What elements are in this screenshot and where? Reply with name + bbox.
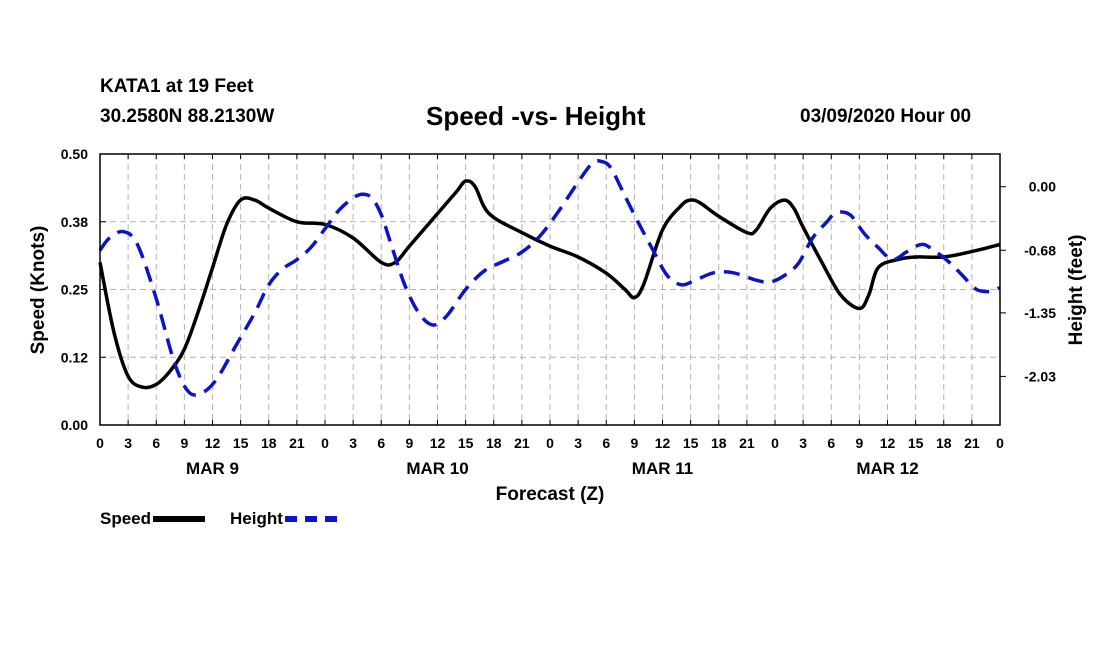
x-tick-label: 0 <box>771 435 779 451</box>
x-tick-label: 12 <box>430 435 446 451</box>
legend-height-label: Height <box>230 509 283 528</box>
y-tick-label: 0.12 <box>61 349 88 365</box>
x-tick-label: 9 <box>630 435 638 451</box>
x-tick-label: 18 <box>486 435 502 451</box>
legend-height: Height <box>230 509 337 529</box>
height-series-line <box>98 159 1001 397</box>
y-tick-label: 0.38 <box>61 214 88 230</box>
legend-height-swatch <box>284 516 337 522</box>
y2-tick-label: 0.00 <box>1029 179 1056 195</box>
day-label: MAR 10 <box>406 459 468 478</box>
station-name: KATA1 at 19 Feet <box>100 76 254 97</box>
day-label: MAR 11 <box>632 459 693 478</box>
x-tick-label: 12 <box>205 435 221 451</box>
x-tick-label: 15 <box>233 435 249 451</box>
x-tick-label: 15 <box>458 435 474 451</box>
x-tick-label: 6 <box>152 435 160 451</box>
x-tick-label: 0 <box>996 435 1004 451</box>
x-tick-label: 15 <box>683 435 699 451</box>
x-tick-label: 18 <box>711 435 727 451</box>
x-tick-label: 0 <box>321 435 329 451</box>
x-tick-label: 3 <box>799 435 807 451</box>
x-tick-label: 18 <box>936 435 952 451</box>
x-tick-label: 9 <box>180 435 188 451</box>
x-tick-label: 3 <box>124 435 132 451</box>
legend-speed-swatch <box>153 516 206 522</box>
y-tick-label: 0.25 <box>61 282 88 298</box>
speed-series-line <box>98 179 1001 390</box>
y-axis-label: Speed (Knots) <box>28 226 49 355</box>
y2-tick-label: -1.35 <box>1024 305 1056 321</box>
day-label: MAR 9 <box>186 459 239 478</box>
x-tick-label: 9 <box>855 435 863 451</box>
x-tick-label: 3 <box>574 435 582 451</box>
x-tick-label: 9 <box>405 435 413 451</box>
x-tick-label: 21 <box>964 435 980 451</box>
x-tick-label: 18 <box>261 435 277 451</box>
x-tick-label: 0 <box>96 435 104 451</box>
y2-tick-label: -2.03 <box>1024 368 1056 384</box>
forecast-date: 03/09/2020 Hour 00 <box>800 106 972 127</box>
x-tick-label: 0 <box>546 435 554 451</box>
y2-tick-label: -0.68 <box>1024 242 1056 258</box>
legend-speed: Speed <box>100 509 206 529</box>
x-axis-label: Forecast (Z) <box>496 484 605 505</box>
x-tick-label: 21 <box>289 435 305 451</box>
x-tick-label: 12 <box>880 435 896 451</box>
x-tick-label: 3 <box>349 435 357 451</box>
axis-labels: Forecast (Z) Speed (Knots) Height (feet) <box>28 226 1087 505</box>
grid <box>100 154 1000 425</box>
x-tick-label: 15 <box>908 435 924 451</box>
chart-title: Speed -vs- Height <box>426 101 646 131</box>
x-tick-label: 6 <box>602 435 610 451</box>
series-lines <box>98 159 1001 397</box>
legend-speed-label: Speed <box>100 509 152 528</box>
x-tick-label: 6 <box>377 435 385 451</box>
y-tick-label: 0.00 <box>61 417 88 433</box>
axis-ticks: 0 3 6 9 12 15 18 21 0 3 6 9 12 15 18 21 0 3 6 9 12 15 18 21 0 3 6 9… <box>61 146 1056 478</box>
x-tick-label: 6 <box>827 435 835 451</box>
x-tick-label: 12 <box>655 435 671 451</box>
y-tick-label: 0.50 <box>61 146 88 162</box>
x-tick-label: 21 <box>739 435 755 451</box>
station-coordinates: 30.2580N 88.2130W <box>100 106 275 127</box>
y2-axis-label: Height (feet) <box>1066 235 1087 346</box>
x-tick-label: 21 <box>514 435 530 451</box>
day-label: MAR 12 <box>856 459 918 478</box>
